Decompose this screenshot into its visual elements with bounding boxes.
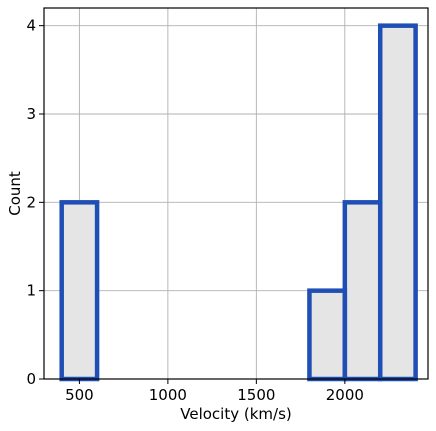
x-tick-label-1: 1000 [149, 386, 187, 404]
y-tick-label-0: 0 [26, 370, 36, 388]
x-tick-label-2: 1500 [237, 386, 275, 404]
axis-ticks: 500 1000 1500 2000 0 1 2 3 4 [26, 17, 363, 404]
x-tick-label-0: 500 [65, 386, 94, 404]
y-tick-label-1: 1 [26, 282, 36, 300]
plot-frame [43, 7, 429, 380]
y-tick-label-2: 2 [26, 193, 36, 211]
y-axis-label: Count [6, 171, 24, 216]
y-tick-label-3: 3 [26, 105, 36, 123]
y-tick-label-4: 4 [26, 17, 36, 35]
x-axis-label: Velocity (km/s) [180, 405, 291, 423]
x-tick-label-3: 2000 [326, 386, 364, 404]
